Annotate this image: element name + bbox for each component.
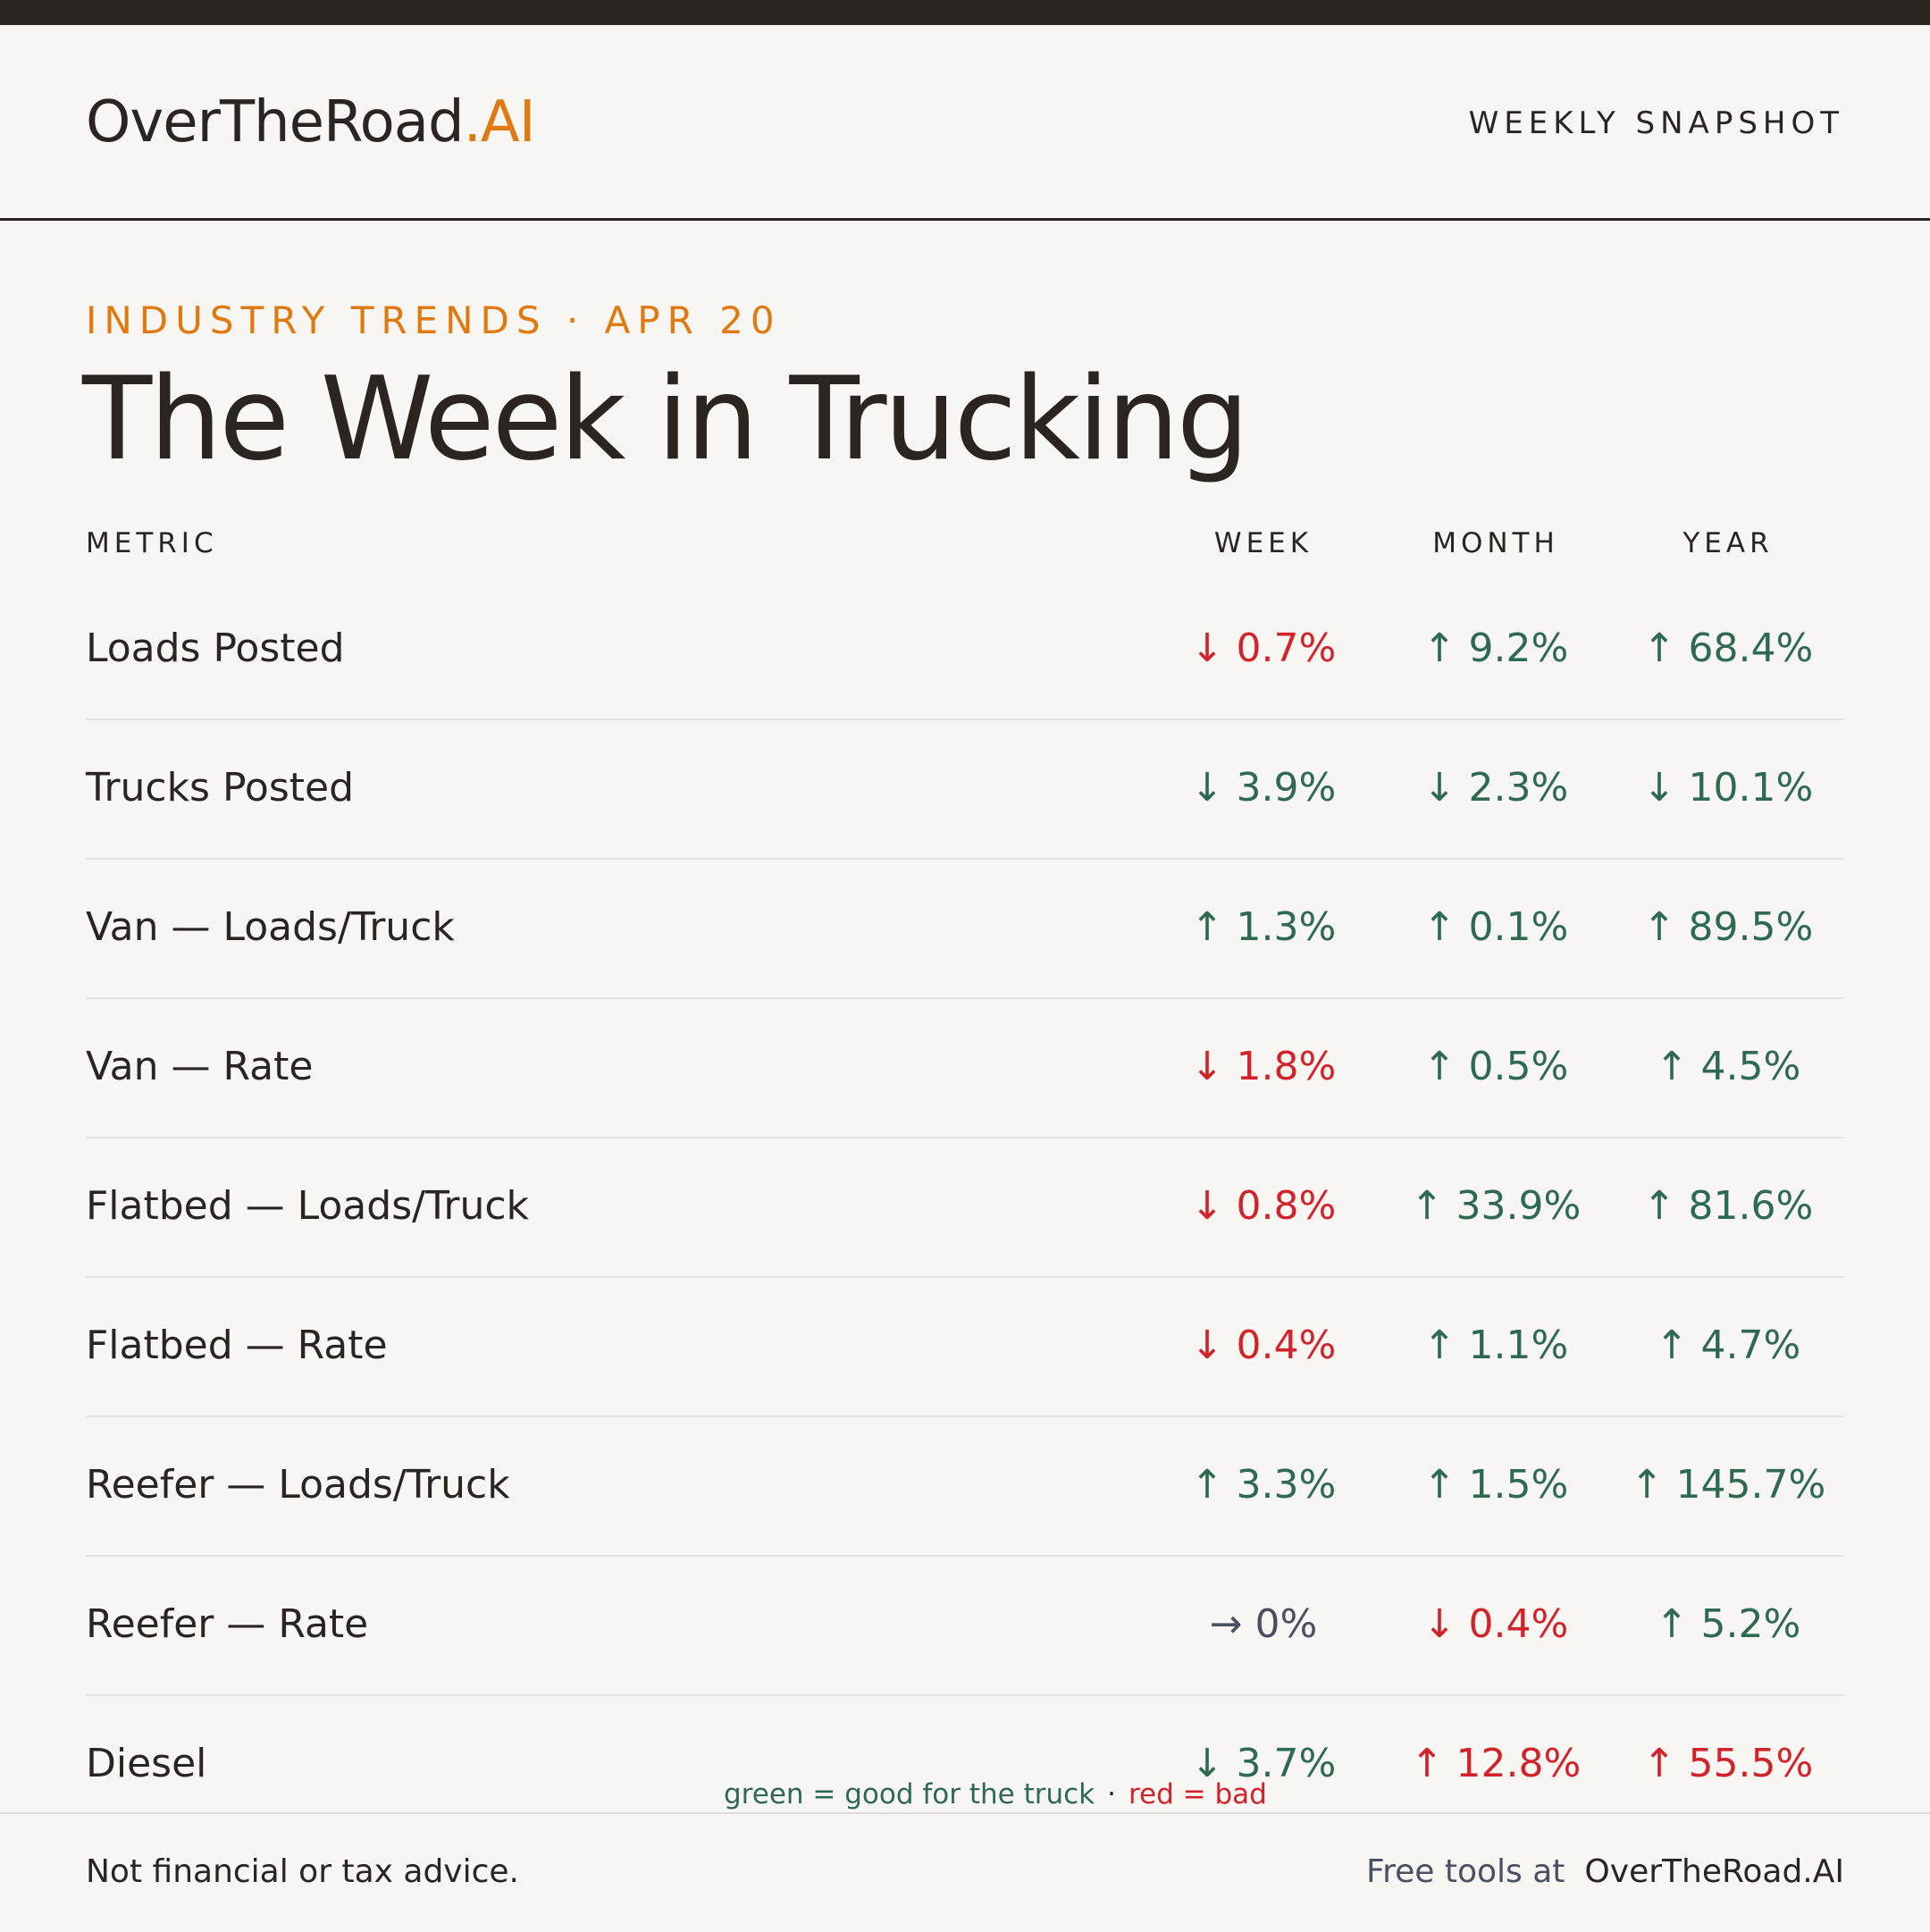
year-change: ↑ 55.5% (1642, 1741, 1814, 1786)
table-row: Flatbed — Rate ↓ 0.4% ↑ 1.1% ↑ 4.7% (86, 1278, 1844, 1417)
table-header: METRIC WEEK MONTH YEAR (86, 527, 1844, 572)
page-title: The Week in Trucking (82, 353, 1249, 486)
site-footer: Not financial or tax advice. Free tools … (0, 1812, 1930, 1932)
metric-label: Reefer — Rate (86, 1601, 369, 1647)
tools-link[interactable]: Free tools at OverTheRoad.AI (1366, 1853, 1844, 1890)
year-change: ↑ 4.7% (1655, 1323, 1801, 1368)
table-row: Loads Posted ↓ 0.7% ↑ 9.2% ↑ 68.4% (86, 581, 1844, 720)
month-change: ↓ 2.3% (1422, 765, 1569, 811)
week-change: ↑ 3.3% (1190, 1462, 1337, 1508)
week-change: ↑ 1.3% (1190, 904, 1337, 950)
week-change: ↓ 3.9% (1190, 765, 1337, 811)
year-change: ↑ 4.5% (1655, 1044, 1801, 1089)
column-header-metric: METRIC (86, 527, 218, 559)
brand-logo[interactable]: OverTheRoad.AI (86, 89, 536, 155)
year-change: ↑ 68.4% (1642, 626, 1814, 671)
color-legend: green = good for the truck · red = bad (724, 1778, 1267, 1810)
metric-label: Loads Posted (86, 626, 345, 671)
brand-suffix: .AI (463, 89, 536, 155)
week-change: → 0% (1209, 1601, 1318, 1647)
legend-separator: · (1107, 1778, 1116, 1810)
year-change: ↑ 145.7% (1630, 1462, 1826, 1508)
month-change: ↑ 33.9% (1410, 1183, 1582, 1229)
metric-label: Reefer — Loads/Truck (86, 1462, 510, 1508)
month-change: ↑ 9.2% (1422, 626, 1569, 671)
week-change: ↓ 3.7% (1190, 1741, 1337, 1786)
week-change: ↓ 0.7% (1190, 626, 1337, 671)
week-change: ↓ 0.4% (1190, 1323, 1337, 1368)
column-header-month: MONTH (1432, 527, 1559, 559)
year-change: ↑ 5.2% (1655, 1601, 1801, 1647)
legend-bad: red = bad (1128, 1778, 1267, 1810)
month-change: ↑ 0.1% (1422, 904, 1569, 950)
metric-label: Flatbed — Loads/Truck (86, 1183, 530, 1229)
year-change: ↑ 81.6% (1642, 1183, 1814, 1229)
section-kicker: INDUSTRY TRENDS · APR 20 (86, 298, 782, 342)
tools-site-link[interactable]: OverTheRoad.AI (1584, 1853, 1844, 1890)
year-change: ↓ 10.1% (1642, 765, 1814, 811)
metric-label: Van — Rate (86, 1044, 314, 1089)
trends-table: Loads Posted ↓ 0.7% ↑ 9.2% ↑ 68.4% Trucks Po… (86, 581, 1844, 1834)
tools-lead: Free tools at (1366, 1853, 1565, 1890)
month-change: ↑ 1.1% (1422, 1323, 1569, 1368)
metric-label: Trucks Posted (86, 765, 355, 811)
table-row: Van — Rate ↓ 1.8% ↑ 0.5% ↑ 4.5% (86, 999, 1844, 1138)
site-header: OverTheRoad.AI WEEKLY SNAPSHOT (0, 25, 1930, 221)
week-change: ↓ 0.8% (1190, 1183, 1337, 1229)
month-change: ↓ 0.4% (1422, 1601, 1569, 1647)
month-change: ↑ 0.5% (1422, 1044, 1569, 1089)
table-row: Diesel ↓ 3.7% ↑ 12.8% ↑ 55.5% (86, 1696, 1844, 1834)
top-bar (0, 0, 1930, 25)
column-header-year: YEAR (1682, 527, 1774, 559)
table-row: Trucks Posted ↓ 3.9% ↓ 2.3% ↓ 10.1% (86, 720, 1844, 860)
legend-good: green = good for the truck (724, 1778, 1095, 1810)
disclaimer: Not financial or tax advice. (86, 1853, 519, 1890)
table-row: Reefer — Rate → 0% ↓ 0.4% ↑ 5.2% (86, 1557, 1844, 1696)
table-row: Reefer — Loads/Truck ↑ 3.3% ↑ 1.5% ↑ 145.7% (86, 1417, 1844, 1557)
month-change: ↑ 12.8% (1410, 1741, 1582, 1786)
metric-label: Flatbed — Rate (86, 1323, 388, 1368)
week-change: ↓ 1.8% (1190, 1044, 1337, 1089)
table-row: Flatbed — Loads/Truck ↓ 0.8% ↑ 33.9% ↑ 81.6… (86, 1138, 1844, 1278)
metric-label: Van — Loads/Truck (86, 904, 455, 950)
table-row: Van — Loads/Truck ↑ 1.3% ↑ 0.1% ↑ 89.5% (86, 860, 1844, 999)
header-tag: WEEKLY SNAPSHOT (1468, 105, 1844, 141)
year-change: ↑ 89.5% (1642, 904, 1814, 950)
column-header-week: WEEK (1213, 527, 1313, 559)
brand-name: OverTheRoad (86, 89, 465, 155)
metric-label: Diesel (86, 1741, 207, 1786)
month-change: ↑ 1.5% (1422, 1462, 1569, 1508)
